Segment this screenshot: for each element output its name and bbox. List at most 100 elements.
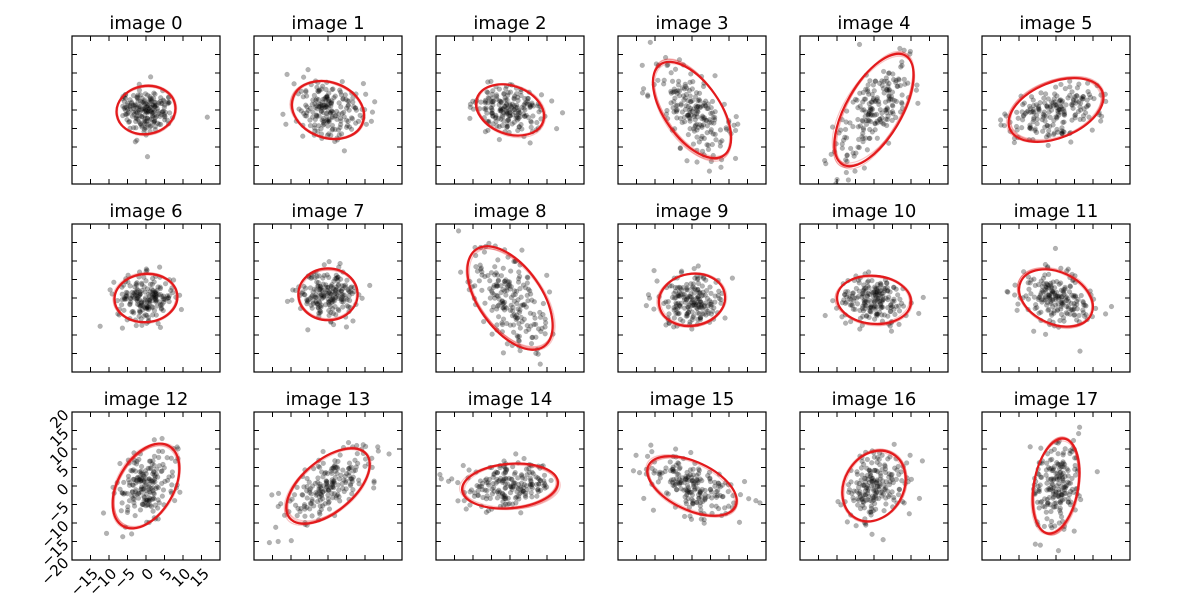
scatter-point bbox=[895, 83, 901, 89]
scatter-point bbox=[329, 115, 335, 121]
scatter-point bbox=[501, 494, 507, 500]
scatter-point bbox=[151, 453, 158, 459]
scatter-point bbox=[518, 92, 524, 99]
scatter-point bbox=[481, 106, 488, 112]
scatter-point bbox=[320, 83, 326, 89]
scatter-point bbox=[341, 148, 348, 154]
scatter-point bbox=[161, 465, 167, 471]
scatter-point bbox=[322, 96, 328, 102]
scatter-point bbox=[1049, 297, 1056, 303]
scatter-point bbox=[493, 281, 500, 288]
scatter-point bbox=[489, 107, 495, 113]
scatter-point bbox=[916, 495, 923, 502]
scatter-point bbox=[1033, 129, 1040, 136]
scatter-point bbox=[148, 485, 154, 492]
scatter-point bbox=[869, 106, 876, 113]
scatter-point bbox=[678, 268, 685, 274]
scatter-point bbox=[515, 337, 522, 344]
scatter-point bbox=[1061, 291, 1067, 297]
scatter-point bbox=[1053, 500, 1059, 506]
scatter-point bbox=[169, 473, 176, 479]
scatter-point bbox=[689, 302, 696, 308]
scatter-point bbox=[687, 294, 694, 300]
scatter-point bbox=[1051, 500, 1058, 507]
scatter-point bbox=[146, 121, 152, 128]
scatter-point bbox=[522, 476, 528, 482]
scatter-point bbox=[144, 497, 150, 504]
scatter-point bbox=[699, 478, 705, 484]
scatter-point bbox=[313, 97, 319, 103]
scatter-point bbox=[347, 476, 354, 482]
scatter-point bbox=[489, 331, 495, 337]
scatter-point bbox=[309, 496, 315, 503]
scatter-point bbox=[864, 87, 871, 93]
scatter-point bbox=[697, 499, 704, 506]
scatter-point bbox=[1078, 292, 1084, 299]
scatter-point bbox=[1050, 279, 1056, 285]
scatter-point bbox=[146, 305, 152, 311]
scatter-point bbox=[889, 89, 896, 95]
scatter-point bbox=[133, 291, 139, 297]
scatter-point bbox=[684, 281, 690, 288]
scatter-point bbox=[174, 444, 180, 450]
scatter-point bbox=[884, 105, 890, 111]
scatter-point bbox=[341, 488, 347, 495]
scatter-point bbox=[636, 470, 643, 476]
scatter-point bbox=[1068, 300, 1074, 306]
scatter-point bbox=[353, 120, 359, 126]
scatter-point bbox=[859, 482, 866, 488]
scatter-point bbox=[700, 122, 707, 128]
scatter-point bbox=[144, 118, 150, 124]
scatter-point bbox=[1058, 514, 1065, 520]
scatter-point bbox=[150, 480, 156, 486]
scatter-point bbox=[869, 289, 875, 295]
scatter-point bbox=[151, 118, 158, 124]
scatter-point bbox=[154, 466, 160, 472]
scatter-point bbox=[706, 117, 713, 123]
scatter-point bbox=[859, 117, 865, 124]
axes-frame bbox=[981, 35, 1131, 185]
scatter-point bbox=[147, 296, 153, 303]
scatter-point bbox=[347, 482, 354, 489]
scatter-point bbox=[500, 305, 506, 311]
scatter-point bbox=[849, 290, 856, 297]
scatter-point bbox=[159, 109, 165, 115]
scatter-point bbox=[127, 97, 133, 103]
scatter-point bbox=[338, 121, 344, 128]
scatter-point bbox=[333, 286, 339, 293]
scatter-point bbox=[874, 478, 880, 484]
scatter-point bbox=[342, 473, 348, 479]
scatter-point bbox=[129, 489, 135, 495]
scatter-point bbox=[855, 144, 861, 150]
scatter-point bbox=[139, 476, 145, 482]
subplot-0: image 0 bbox=[71, 13, 221, 185]
scatter-point bbox=[320, 287, 326, 294]
scatter-point bbox=[668, 70, 674, 76]
scatter-point bbox=[690, 79, 696, 85]
scatter-point bbox=[708, 299, 714, 306]
scatter-point bbox=[145, 502, 151, 508]
scatter-point bbox=[684, 158, 690, 164]
scatter-point bbox=[164, 455, 170, 461]
scatter-point bbox=[1060, 119, 1066, 126]
scatter-point bbox=[328, 132, 334, 139]
scatter-point bbox=[699, 113, 706, 119]
scatter-point bbox=[709, 98, 716, 105]
scatter-point bbox=[881, 312, 888, 318]
scatter-point bbox=[316, 113, 322, 119]
scatter-point bbox=[864, 472, 871, 479]
fitted-ellipses bbox=[645, 454, 739, 518]
scatter-point bbox=[1050, 122, 1056, 128]
scatter-point bbox=[304, 301, 310, 307]
fitted-ellipse bbox=[833, 52, 915, 168]
scatter-point bbox=[322, 289, 329, 295]
scatter-point bbox=[150, 471, 156, 477]
scatter-point bbox=[140, 303, 146, 309]
scatter-point bbox=[346, 288, 352, 294]
scatter-point bbox=[633, 452, 639, 458]
scatter-point bbox=[348, 464, 355, 470]
scatter-point bbox=[328, 468, 334, 474]
scatter-point bbox=[699, 133, 705, 140]
scatter-point bbox=[501, 91, 507, 97]
scatter-point bbox=[641, 495, 647, 502]
